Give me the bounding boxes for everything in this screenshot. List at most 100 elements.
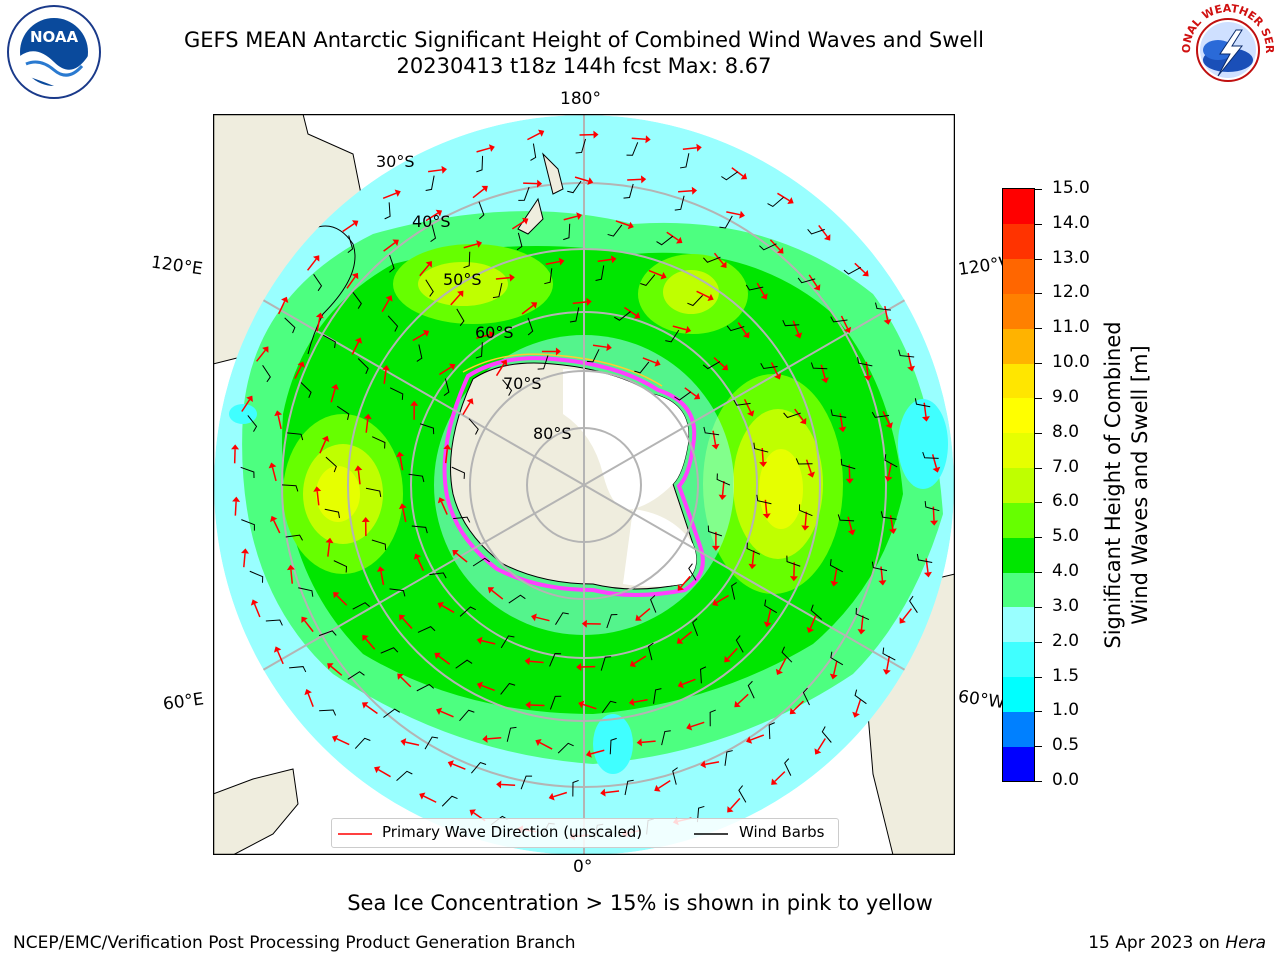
wave-direction-arrow (441, 604, 455, 614)
wind-barb (601, 700, 617, 713)
wave-direction-arrow (627, 178, 642, 181)
wind-barb (549, 653, 562, 667)
map-legend: Primary Wave Direction (unscaled) Wind B… (331, 818, 839, 848)
wave-direction-arrowhead (281, 296, 289, 303)
wave-direction-arrowhead (863, 375, 872, 381)
wind-barb (623, 183, 634, 199)
wind-barb (798, 504, 813, 517)
wind-barb (354, 737, 371, 749)
wind-barb (468, 418, 479, 435)
wind-barb (871, 561, 888, 572)
wind-barb (502, 379, 513, 396)
wind-barb (753, 442, 769, 453)
colorbar-tick-label: 1.0 (1052, 700, 1080, 721)
wave-direction-arrowhead (711, 443, 720, 450)
wave-direction-arrow (535, 616, 550, 622)
wave-direction-arrowhead (677, 584, 684, 591)
wind-barb (347, 235, 354, 253)
colorbar-tick-label: 6.0 (1052, 491, 1080, 512)
wave-direction-arrowhead (382, 365, 390, 371)
wind-barb (383, 708, 401, 718)
wind-barb (319, 709, 337, 716)
lat-label-30s: 30°S (376, 152, 415, 171)
wind-barb (606, 614, 618, 629)
wind-barb (567, 180, 582, 194)
wave-direction-arrowhead (410, 400, 419, 406)
colorbar-tick-mark (1034, 189, 1042, 190)
wave-direction-arrowhead (759, 461, 768, 468)
wave-direction-arrowhead (606, 343, 612, 352)
wave-direction-arrowhead (363, 413, 372, 420)
wind-barb (759, 243, 777, 251)
wave-direction-arrow (381, 299, 390, 313)
wind-barb (544, 268, 553, 285)
wind-barb (687, 295, 703, 307)
wave-direction-arrowhead (635, 614, 642, 621)
wave-direction-arrowhead (712, 599, 719, 607)
wave-direction-arrowhead (434, 652, 441, 660)
wave-direction-arrow (818, 224, 828, 238)
wave-direction-arrow (641, 740, 656, 744)
wind-barb (575, 138, 587, 154)
wind-barb (679, 153, 690, 169)
wind-barb (520, 775, 533, 790)
wave-direction-arrowhead (374, 766, 381, 774)
colorbar-cell (1003, 293, 1034, 329)
colorbar-tick-mark (1034, 363, 1042, 365)
wave-direction-arrow (633, 699, 648, 703)
wind-barb (692, 618, 699, 636)
wind-barb (425, 279, 434, 297)
wind-barb (760, 363, 778, 370)
wave-direction-arrowhead (361, 702, 369, 709)
wave-direction-arrow (925, 558, 929, 573)
wave-direction-arrow (794, 408, 804, 421)
lon-label-bottom: 0° (573, 857, 593, 877)
wave-direction-arrow (833, 660, 838, 675)
wind-barb (735, 635, 744, 653)
wave-direction-arrow (452, 763, 466, 770)
wave-direction-arrowhead (581, 619, 587, 628)
wind-barb (352, 292, 362, 309)
wind-barb (371, 539, 387, 551)
wind-barb (656, 235, 674, 246)
wind-barb (747, 680, 755, 699)
wave-direction-arrowhead (466, 398, 474, 405)
wave-direction-arrowhead (447, 760, 454, 768)
wave-direction-arrow (401, 617, 413, 629)
wave-direction-arrow (682, 678, 696, 686)
wind-barb (384, 202, 391, 220)
wave-direction-arrowhead (400, 738, 407, 746)
wave-direction-arrow (423, 795, 437, 803)
wave-direction-arrowhead (676, 236, 683, 244)
wave-direction-arrowhead (522, 217, 529, 225)
colorbar-tick-label: 4.0 (1052, 561, 1080, 582)
wave-direction-arrows (231, 129, 941, 841)
colorbar-tick-label: 12.0 (1052, 282, 1090, 303)
wave-direction-arrow (527, 132, 541, 141)
wave-direction-arrowhead (600, 788, 606, 797)
colorbar-tick-mark (1034, 293, 1042, 295)
wave-direction-arrow (839, 413, 844, 428)
wave-direction-arrow (336, 594, 348, 606)
wave-direction-arrow (705, 761, 720, 766)
wind-barb (797, 277, 816, 284)
wind-barb (424, 736, 439, 750)
wind-barb (508, 594, 526, 604)
wave-direction-arrowhead (787, 197, 794, 205)
wave-direction-arrowhead (422, 329, 430, 337)
wave-direction-arrow (582, 703, 597, 710)
wave-direction-arrowhead (771, 778, 778, 785)
wind-barb (783, 412, 801, 419)
wave-direction-arrowhead (576, 212, 583, 221)
wind-barb (352, 602, 370, 610)
wave-direction-arrowhead (273, 646, 282, 653)
wave-direction-arrow (633, 655, 647, 665)
wave-direction-arrow (271, 467, 277, 482)
wave-direction-arrowhead (538, 129, 545, 137)
wave-direction-arrow (729, 797, 741, 810)
wave-direction-arrowhead (331, 735, 339, 743)
wave-direction-arrowhead (789, 576, 798, 582)
wave-direction-arrowhead (231, 444, 240, 450)
wave-direction-arrow (716, 594, 730, 604)
wind-barb (322, 334, 336, 349)
